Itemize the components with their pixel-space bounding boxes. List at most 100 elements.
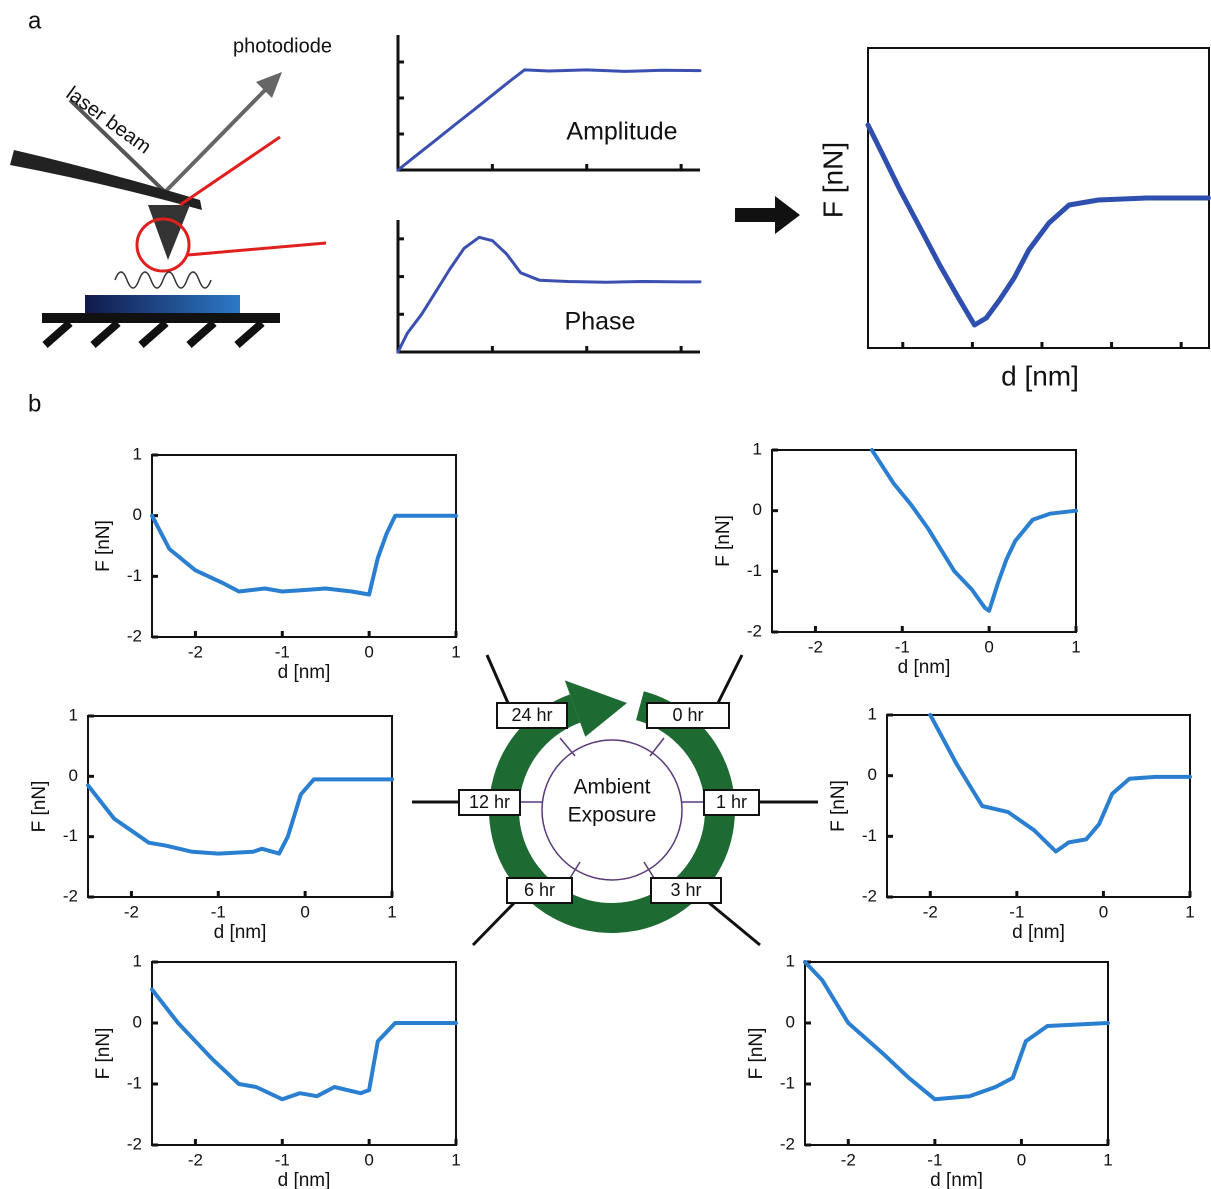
x-axis-label: d [nm] [278,662,331,683]
stage [42,313,280,323]
y-tick-label: -1 [747,561,762,580]
x-tick-label: 1 [1185,902,1194,921]
y-axis-label: F [nN] [29,781,50,833]
time-label: 1 hr [716,792,747,812]
x-axis-label: d [nm] [930,1170,983,1189]
time-label: 3 hr [670,880,701,900]
y-axis-label: F [nN] [93,520,114,572]
annotation: Phase [565,308,636,336]
x-tick-label: 1 [451,642,460,661]
figure: a b photodiode laser beam Ambient Exposur… [0,0,1211,1189]
x-tick-label: -2 [923,902,938,921]
exposure-cycle: Ambient Exposure 24 hr 0 hr 12 hr 1 hr 6 hr 3 h… [412,655,818,945]
x-tick-label: 0 [1017,1150,1026,1169]
x-tick-label: -1 [895,637,910,656]
y-tick-label: 0 [69,766,78,785]
data-line [872,450,1076,611]
time-label: 12 hr [469,792,510,812]
x-axis-label: d [nm] [1001,360,1079,391]
x-axis-label: d [nm] [214,922,267,943]
y-axis-label: F [nN] [746,1028,767,1080]
x-tick-label: 0 [300,902,309,921]
plot-frame [887,715,1190,897]
sample [85,295,240,313]
y-tick-label: -1 [127,1073,142,1092]
y-axis-label: F [nN] [828,780,849,832]
zoom-line [188,243,326,255]
y-tick-label: 0 [753,500,762,519]
axes [398,220,700,352]
x-tick-label: 1 [1071,637,1080,656]
center-label: Exposure [568,804,657,827]
data-line [868,125,1208,325]
annotation: Amplitude [566,118,677,146]
x-tick-label: 1 [1103,1150,1112,1169]
x-tick-label: -2 [188,642,203,661]
y-tick-label: -2 [862,886,877,905]
panel-label: b [28,390,41,417]
data-line [152,516,456,595]
plot-frame [805,962,1108,1145]
x-axis-label: d [nm] [278,1170,331,1189]
x-axis-label: d [nm] [1012,922,1065,943]
tip [148,205,190,260]
x-tick-label: -1 [1009,902,1024,921]
y-tick-label: 1 [868,704,877,723]
x-tick-label: -2 [808,637,823,656]
oscillation [115,272,211,288]
afm-schematic: photodiode laser beam [10,35,332,345]
x-tick-label: 0 [984,637,993,656]
data-line [88,779,392,853]
x-tick-label: -2 [124,902,139,921]
x-axis-label: d [nm] [898,657,951,678]
plot-frame [152,962,456,1145]
plot-frame [772,450,1076,632]
data-line [398,237,700,352]
data-line [152,990,456,1100]
y-axis-label: F [nN] [713,515,734,567]
x-tick-label: -2 [188,1150,203,1169]
data-line [805,962,1108,1099]
plot-frame [88,716,392,897]
y-tick-label: -1 [862,826,877,845]
zoom-line [180,137,280,205]
y-tick-label: 1 [133,444,142,463]
flow-arrow [735,196,800,234]
x-tick-label: 0 [364,1150,373,1169]
time-label: 6 hr [524,880,555,900]
time-label: 0 hr [672,705,703,725]
center-label: Ambient [573,776,650,799]
axes [398,35,700,170]
y-tick-label: 1 [133,951,142,970]
y-tick-label: -1 [780,1073,795,1092]
y-tick-label: -2 [780,1134,795,1153]
x-tick-label: -2 [841,1150,856,1169]
plot-frame [152,455,456,637]
y-tick-label: 0 [133,1012,142,1031]
y-axis-label: F [nN] [817,142,848,218]
panel-label: a [28,7,42,34]
y-tick-label: 0 [133,505,142,524]
y-axis-label: F [nN] [93,1028,114,1080]
cantilever [10,150,202,210]
x-tick-label: 1 [387,902,396,921]
x-tick-label: -1 [211,902,226,921]
x-tick-label: 0 [1099,902,1108,921]
time-label: 24 hr [511,705,552,725]
data-line [930,715,1190,852]
y-tick-label: -2 [747,621,762,640]
x-tick-label: 1 [451,1150,460,1169]
y-tick-label: 1 [786,951,795,970]
y-tick-label: 1 [69,705,78,724]
y-tick-label: 0 [868,765,877,784]
y-tick-label: -2 [127,1134,142,1153]
laser-beam-label: laser beam [62,83,155,159]
x-tick-label: -1 [927,1150,942,1169]
y-tick-label: 0 [786,1012,795,1031]
reflected-beam [165,85,270,192]
x-tick-label: -1 [275,642,290,661]
x-tick-label: 0 [364,642,373,661]
photodiode-label: photodiode [233,35,332,57]
x-tick-label: -1 [275,1150,290,1169]
hatching [45,323,262,345]
